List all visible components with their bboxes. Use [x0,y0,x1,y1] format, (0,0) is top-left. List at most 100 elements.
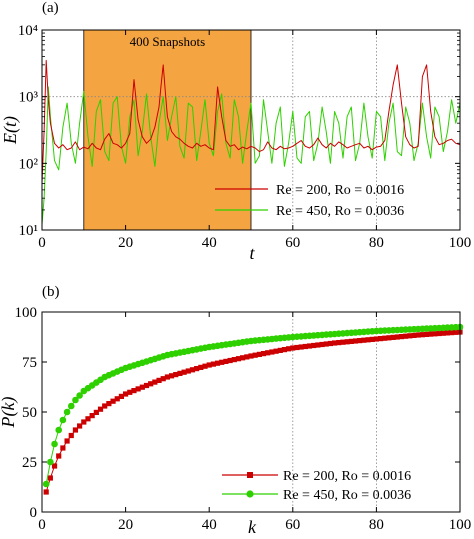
data-point [81,419,87,425]
data-point [110,398,116,404]
data-point [432,331,438,337]
data-point [231,357,237,363]
panel-b-x-tick-label: 0 [38,517,46,533]
data-point [306,343,313,349]
panel-a-x-axis-label: t [249,243,255,263]
data-point [139,384,145,390]
panel-a-ticks [41,29,461,231]
data-point [214,360,221,366]
data-point [202,363,208,369]
panel-a-y-tick-label: 10² [19,156,39,172]
data-point [348,338,354,344]
data-point [407,333,413,339]
panel-b-x-tick-labels: 0 20 40 60 80 100 [38,517,471,533]
data-point [93,409,99,415]
data-point [76,392,83,399]
data-point [106,401,112,407]
data-point [223,358,229,364]
data-point [440,330,446,336]
panel-a-label: (a) [42,0,59,16]
data-point [344,339,350,345]
data-point [449,330,455,336]
legend-label-red: Re = 200, Ro = 0.0016 [276,183,404,198]
panel-b-label: (b) [42,284,60,300]
data-point [127,389,133,395]
data-point [453,329,459,335]
data-point [118,393,125,399]
data-point [365,337,371,343]
data-point [60,445,66,451]
data-point [428,331,434,337]
panel-b-y-tick-label: 0 [30,505,38,521]
data-point [148,381,154,387]
series-green [42,323,464,488]
data-point [398,334,405,340]
data-point [85,416,91,422]
data-point [72,427,79,433]
panel-b-x-tick-label: 100 [449,517,472,533]
panel-b-y-tick-labels: 0 25 50 75 100 [15,305,38,521]
panel-a-legend: Re = 200, Ro = 0.0016 Re = 450, Ro = 0.0… [215,183,404,219]
panel-a-x-tick-label: 20 [118,235,133,251]
data-point [181,369,187,375]
snapshot-window-label: 400 Snapshots [130,34,205,49]
data-point [260,351,267,357]
panel-a-y-tick-labels: 10¹ 10² 10³ 10⁴ [18,23,39,239]
panel-a-x-tick-label: 100 [449,235,472,251]
data-point [185,368,191,374]
data-point [298,344,304,350]
data-point [72,396,79,404]
data-point [248,353,254,359]
snapshot-window [83,29,252,231]
legend-marker-circle [246,490,254,498]
series-red [43,329,463,495]
panel-b-y-tick-label: 50 [22,405,37,421]
data-point [315,342,321,348]
data-point [156,377,162,383]
data-point [63,408,71,416]
data-point [377,336,384,342]
panel-b-y-tick-label: 100 [15,305,38,321]
panel-a-x-tick-label: 60 [285,235,300,251]
data-point [294,344,300,351]
data-point [194,366,200,372]
data-point [311,342,317,349]
data-point [152,379,158,385]
data-point [114,396,120,402]
data-point [327,340,334,347]
data-point [244,354,250,360]
panel-b-x-tick-label: 40 [202,517,217,533]
data-point [265,350,271,356]
data-point [361,337,367,343]
data-point [206,362,212,368]
panel-a-y-axis-label: E(t) [0,116,21,145]
legend-marker-square [247,472,253,478]
data-point [302,343,308,350]
data-point [411,332,417,338]
data-point [340,339,346,345]
data-point [369,336,375,342]
data-point [97,406,104,412]
legend-label-red: Re = 200, Ro = 0.0016 [283,469,411,484]
series-line-red [41,59,461,184]
panel-a-x-tick-label: 40 [202,235,217,251]
data-point [219,359,225,365]
panel-a-x-tick-labels: 0 20 40 60 80 100 [38,235,471,251]
data-point [47,458,54,466]
panel-a-y-tick-label: 10⁴ [18,23,38,39]
panel-a-y-tick-label: 10³ [19,90,39,106]
panel-a-y-tick-label: 10¹ [19,223,39,239]
data-point [436,330,442,337]
series-line-green [41,86,461,225]
data-point [64,438,70,444]
data-point [269,349,275,355]
panel-b-ticks [41,311,461,513]
data-point [51,440,58,448]
data-point [252,352,258,358]
panel-b-y-axis-label: P(k) [0,397,19,429]
panel-a-axes-frame [41,29,461,231]
data-point [373,336,379,342]
data-point [281,347,288,353]
data-point [390,334,396,340]
data-point [419,332,425,338]
